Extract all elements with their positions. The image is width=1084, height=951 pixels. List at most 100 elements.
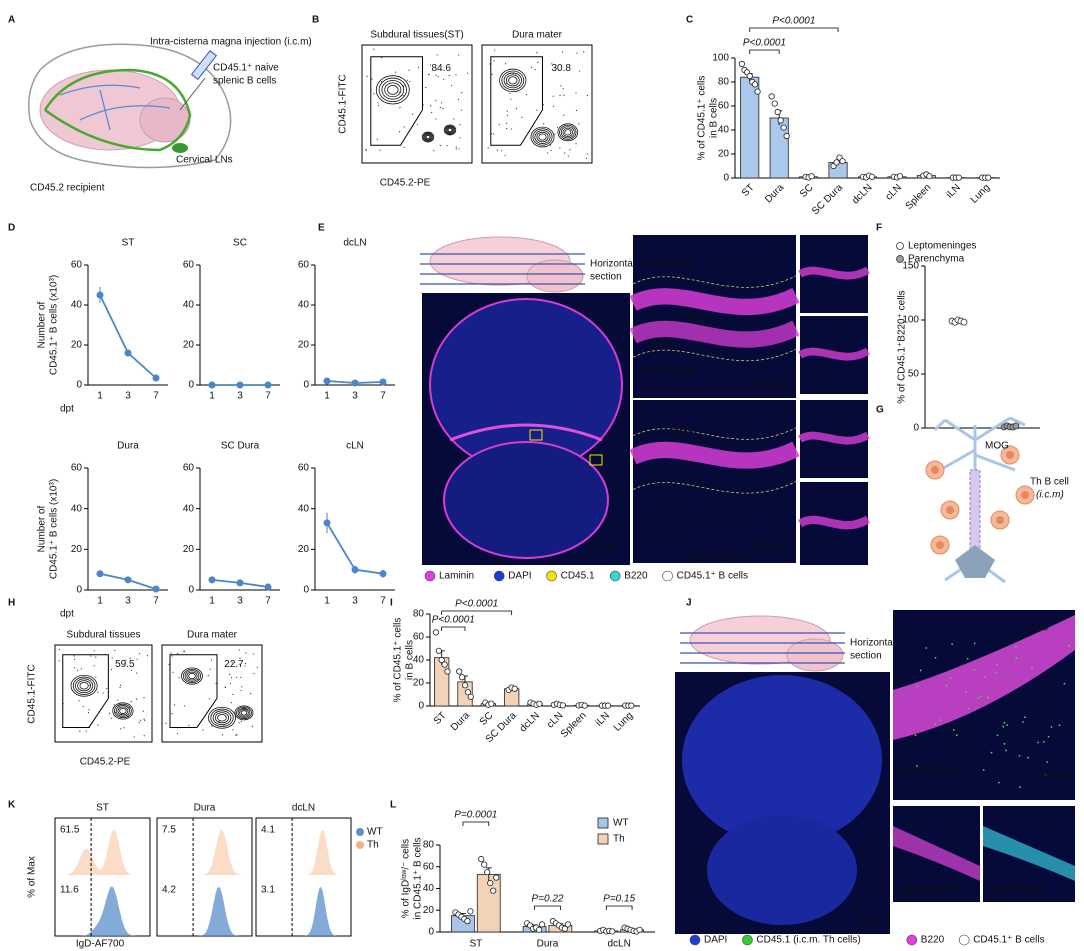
data-point [833,159,840,166]
event-dot [129,657,131,659]
event-dot [106,687,108,690]
label: Intra-cisterna magna injection (i.c.m) [150,37,312,48]
data-point [236,579,244,587]
y-tick-label: 40 [413,655,425,666]
y-tick-label: 0 [418,701,424,712]
region-label: parenchyma [991,885,1046,896]
cd45-signal [1019,786,1021,789]
y-tick-label: 20 [298,544,310,555]
data-point [438,656,445,664]
event-dot [138,653,141,655]
legend-marker [493,570,505,582]
data-point [628,702,635,709]
event-dot [534,68,536,71]
b-cell-nucleus [996,516,1004,524]
event-dot [253,673,255,675]
event-dot [435,99,437,102]
contour [236,706,252,720]
contour [234,705,254,721]
contour [423,133,433,141]
x-tick-label: Dura [537,939,559,950]
data-point [441,661,448,668]
event-dot [102,692,104,694]
data-point [488,700,495,707]
legend-label: B220 [624,571,648,582]
cd45-signal [925,647,928,649]
cd45-signal [996,734,999,737]
contour [79,681,89,690]
axis-label: % of CD45.1⁺ cells [697,76,708,161]
data-point [487,879,494,887]
event-dot [439,106,441,109]
gate [62,654,109,728]
event-dot [209,668,211,670]
event-dot [467,72,469,74]
data-point [771,100,778,107]
data-point [152,585,160,593]
data-point [467,693,474,700]
event-dot [559,94,561,97]
tissue-section [682,675,882,845]
syringe-needle [179,77,206,111]
event-dot [459,137,461,139]
tissue-band [629,441,800,469]
y-tick-label: 60 [183,463,195,474]
contour [381,80,405,100]
contour [387,84,399,95]
event-dot [366,75,368,77]
event-dot [253,653,255,655]
gate [370,56,423,146]
axis-label: IgD-AF700 [76,939,125,950]
contour [240,710,248,716]
y-tick-label: 80 [423,840,435,851]
gate-value: 11.6 [60,885,79,896]
data-point [839,158,846,165]
event-dot [569,149,571,151]
axis-label: Number of [37,301,48,348]
event-dot [433,150,435,152]
event-dot [168,663,170,665]
inset-number: 1 [640,241,646,252]
data-point [351,566,359,574]
significance-bracket [605,905,633,910]
x-tick-label: Spleen [904,182,934,212]
p-value: P=0.15 [603,894,635,905]
data-point [780,124,787,131]
y-tick-label: 40 [183,503,195,514]
y-tick-label: 60 [298,463,310,474]
event-dot [240,720,243,722]
meninges [43,68,192,152]
contour [421,131,435,143]
event-dot [510,98,512,100]
event-dot [232,729,234,731]
event-dot [240,689,242,692]
event-dot [240,676,242,678]
data-point [538,921,546,928]
event-dot [442,108,444,110]
label: CD45.1⁺ naive [213,63,279,74]
event-dot [143,697,145,699]
line [99,294,157,379]
annotation: section [850,651,882,662]
data-point [461,682,469,689]
data-point [484,869,491,876]
event-dot [238,722,240,724]
legend-label: DAPI [508,571,531,582]
y-tick-label: 20 [71,544,83,555]
p-value: P<0.0001 [743,38,786,49]
panel-label: C [686,15,693,26]
event-dot [120,728,122,730]
data-point [1012,422,1020,430]
x-tick-label: iLN [594,710,612,728]
p-value: P=0.0001 [454,810,497,821]
axis-label: CD45.2-PE [380,178,431,189]
event-dot [97,724,99,726]
event-dot [403,146,405,148]
x-tick-label: Dura [449,710,472,733]
data-point [561,925,569,932]
cd45-signal [965,691,968,693]
event-dot [371,78,373,80]
event-dot [172,671,174,673]
event-dot [547,152,549,154]
event-dot [380,81,383,83]
